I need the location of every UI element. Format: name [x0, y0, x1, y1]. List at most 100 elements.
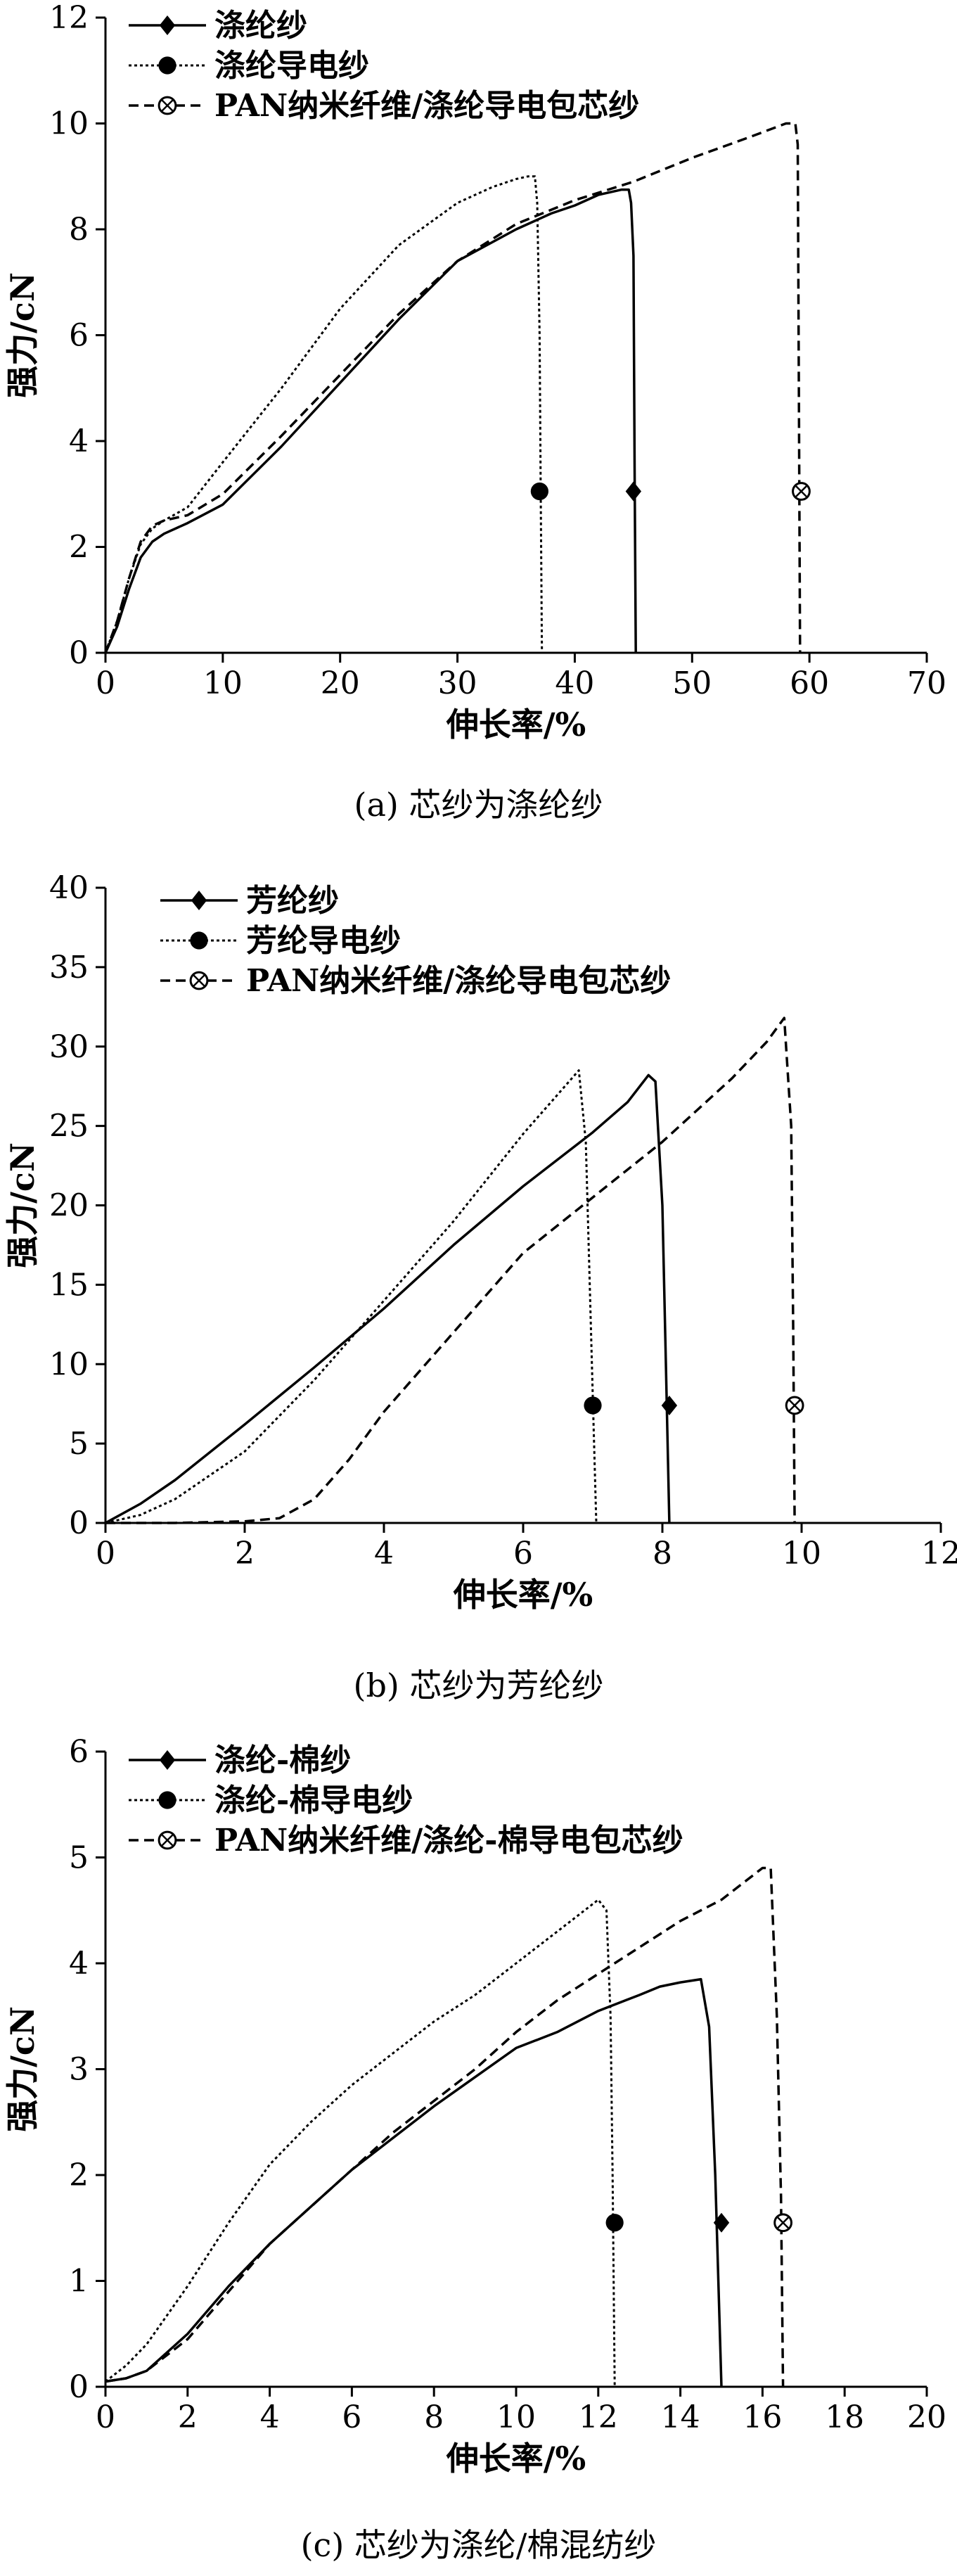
x-axis-title-1: 伸长率/%: [453, 1576, 593, 1614]
y-tick-label-2-2: 2: [69, 2157, 89, 2193]
y-tick-label-0-2: 4: [69, 423, 89, 459]
x-axis-title-0: 伸长率/%: [446, 706, 586, 744]
legend-marker-2-1: [158, 1791, 176, 1809]
legend-marker-2-2: [158, 1830, 177, 1850]
y-tick-label-1-2: 10: [49, 1346, 89, 1382]
y-tick-label-1-5: 25: [49, 1109, 89, 1144]
x-tick-label-0-4: 40: [555, 665, 594, 701]
series-marker-0-1: [530, 482, 548, 501]
x-tick-label-2-5: 10: [496, 2399, 536, 2435]
x-tick-label-1-1: 2: [235, 1536, 255, 1571]
chart-a: 0 10 20 30 40 50 60 70 0 2 4 6 8 10 12 伸长率/% 强力/cN 涤纶纱涤纶导…: [4, 0, 946, 744]
x-tick-label-2-3: 6: [342, 2399, 361, 2435]
legend-marker-0-1: [158, 56, 176, 75]
series-line-0-0: [104, 188, 637, 653]
series-line-1-1: [105, 1069, 598, 1524]
x-tick-label-0-5: 50: [672, 665, 712, 701]
series-line-0-1: [104, 175, 544, 653]
series-line-1-0: [105, 1073, 671, 1524]
legend-marker-1-1: [190, 931, 208, 950]
chart-caption-b: (b) 芯纱为芳纶纱: [353, 1666, 604, 1704]
x-tick-label-0-1: 10: [203, 665, 243, 701]
y-tick-label-0-4: 8: [69, 212, 89, 248]
chart-c: 0 2 4 6 8 10 12 14 16 18 200123456伸长率/%强力/cN涤纶-棉纱涤…: [4, 1734, 946, 2478]
y-tick-label-0-0: 0: [69, 635, 89, 671]
legend-label-0-2: PAN纳米纤维/涤纶导电包芯纱: [214, 88, 639, 124]
y-tick-label-2-5: 5: [69, 1840, 89, 1876]
series-marker-2-0: [713, 2212, 730, 2233]
x-tick-label-2-1: 2: [178, 2399, 198, 2435]
y-tick-label-0-6: 12: [49, 0, 89, 36]
series-line-0-2: [104, 122, 802, 653]
legend-label-0-0: 涤纶纱: [214, 8, 307, 44]
x-tick-label-2-9: 18: [825, 2399, 864, 2435]
x-tick-label-1-5: 10: [782, 1536, 821, 1571]
y-tick-label-2-0: 0: [69, 2369, 89, 2405]
x-tick-label-2-7: 14: [661, 2399, 700, 2435]
series-line-1-2: [105, 1016, 796, 1524]
y-tick-label-1-0: 0: [69, 1505, 89, 1541]
x-tick-label-0-7: 70: [907, 665, 946, 701]
y-tick-label-2-3: 3: [69, 2052, 89, 2088]
chart-b: 0 2 4 6 8 10 12 0 5 10 15 20 25 30 35 40 伸长率/% 强力/cN 芳纶纱芳纶…: [4, 870, 957, 1614]
legend-label-2-1: 涤纶-棉导电纱: [214, 1783, 413, 1818]
x-tick-label-2-4: 8: [424, 2399, 444, 2435]
y-axis-title-2: 强力/cN: [4, 2006, 41, 2132]
legend-marker-0-0: [159, 15, 176, 35]
y-tick-label-0-3: 6: [69, 318, 89, 354]
chart-caption-c: (c) 芯纱为涤纶/棉混纺纱: [300, 2526, 657, 2564]
x-tick-label-1-3: 6: [513, 1536, 533, 1571]
series-line-2-2: [105, 1866, 785, 2387]
x-tick-label-0-2: 20: [321, 665, 360, 701]
series-marker-2-1: [605, 2214, 624, 2232]
x-tick-label-2-6: 12: [579, 2399, 618, 2435]
y-tick-label-1-7: 35: [49, 950, 89, 986]
series-marker-1-0: [661, 1395, 678, 1415]
x-tick-label-0-0: 0: [96, 665, 115, 701]
legend-marker-1-0: [191, 891, 207, 910]
y-tick-label-1-8: 40: [49, 870, 89, 906]
y-tick-label-2-1: 1: [69, 2264, 89, 2300]
y-tick-label-2-6: 6: [69, 1734, 89, 1770]
y-tick-label-1-3: 15: [49, 1267, 89, 1303]
chart-panel-c: 0 2 4 6 8 10 12 14 16 18 20 0 1 2 3 4 5 6 伸长率/% 强力/cN 涤纶-棉纱涤…: [0, 1723, 957, 2576]
x-tick-label-2-0: 0: [96, 2399, 115, 2435]
x-axis-title-2: 伸长率/%: [446, 2440, 586, 2478]
y-tick-label-1-6: 30: [49, 1029, 89, 1065]
series-marker-0-2: [792, 482, 811, 501]
series-marker-2-2: [773, 2213, 792, 2233]
series-line-2-0: [105, 1977, 723, 2387]
x-tick-label-2-10: 20: [907, 2399, 946, 2435]
x-tick-label-1-0: 0: [96, 1536, 115, 1571]
y-axis-title-0: 强力/cN: [4, 272, 41, 398]
y-tick-label-2-4: 4: [69, 1946, 89, 1982]
legend-marker-0-2: [158, 96, 177, 115]
x-tick-label-2-8: 16: [743, 2399, 782, 2435]
chart-panel-a: 0 10 20 30 40 50 60 70 0 2 4 6 8 10 12 伸长率/% 强力/cN 涤纶纱涤纶导…: [0, 0, 957, 865]
chart-caption-a: (a) 芯纱为涤纶纱: [354, 786, 603, 824]
x-tick-label-0-6: 60: [790, 665, 829, 701]
legend-label-2-2: PAN纳米纤维/涤纶-棉导电包芯纱: [214, 1823, 683, 1858]
series-line-2-1: [105, 1899, 616, 2387]
x-tick-label-1-4: 8: [653, 1536, 672, 1571]
x-tick-label-1-2: 4: [374, 1536, 394, 1571]
chart-panel-b: 0 2 4 6 8 10 12 0 5 10 15 20 25 30 35 40 伸长率/% 强力/cN 芳纶纱 芳纶…: [0, 865, 957, 1723]
series-marker-1-1: [584, 1396, 602, 1415]
x-tick-label-2-2: 4: [260, 2399, 280, 2435]
y-tick-label-1-1: 5: [69, 1426, 89, 1462]
y-tick-label-0-5: 10: [49, 106, 89, 142]
legend-marker-1-2: [189, 971, 209, 990]
y-tick-label-1-4: 20: [49, 1188, 89, 1224]
legend-label-1-0: 芳纶纱: [246, 883, 339, 919]
x-tick-label-0-3: 30: [438, 665, 477, 701]
legend-label-0-1: 涤纶导电纱: [214, 48, 369, 84]
y-tick-label-0-1: 2: [69, 530, 89, 566]
legend-label-1-2: PAN纳米纤维/涤纶导电包芯纱: [246, 963, 671, 999]
series-marker-1-2: [785, 1396, 804, 1415]
y-axis-title-1: 强力/cN: [4, 1142, 41, 1268]
legend-label-2-0: 涤纶-棉纱: [214, 1742, 351, 1778]
x-tick-label-1-6: 12: [921, 1536, 957, 1571]
